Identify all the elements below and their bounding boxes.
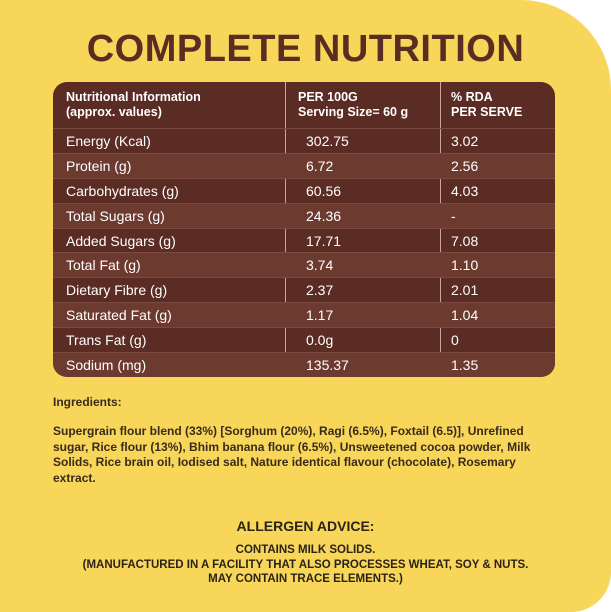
rda-value: 2.01 <box>451 282 479 299</box>
table-row: Dietary Fibre (g) 2.37 2.01 <box>53 277 555 302</box>
per-100g-value: 302.75 <box>306 133 349 149</box>
rda-value: 1.10 <box>451 257 479 274</box>
header-col2-line1: PER 100G <box>298 90 358 104</box>
per-100g-value: 0.0g <box>306 332 334 349</box>
table-header: Nutritional Information (approx. values)… <box>53 82 555 128</box>
table-row: Energy (Kcal) 302.75 3.02 <box>53 128 555 153</box>
table-row: Total Sugars (g) 24.36 - <box>53 202 555 228</box>
rda-value: - <box>451 207 456 224</box>
table-row: Carbohydrates (g) 60.56 4.03 <box>53 177 555 203</box>
header-nutritional-info: Nutritional Information (approx. values) <box>66 90 201 120</box>
rda-value: 1.35 <box>451 357 479 374</box>
per-100g-value: 6.72 <box>306 157 334 174</box>
table-row: Added Sugars (g) 17.71 7.08 <box>53 227 555 253</box>
rda-value: 2.56 <box>451 157 479 174</box>
nutrient-name: Carbohydrates (g) <box>66 182 179 199</box>
rda-value: 1.04 <box>451 307 479 324</box>
rda-value: 7.08 <box>451 232 479 249</box>
per-100g-value: 135.37 <box>306 357 349 374</box>
nutrient-name: Total Sugars (g) <box>66 207 165 224</box>
nutrient-name: Saturated Fat (g) <box>66 307 172 324</box>
allergen-line1: CONTAINS MILK SOLIDS. <box>235 544 376 556</box>
header-col1-line2: (approx. values) <box>66 105 162 119</box>
table-row: Sodium (mg) 135.37 1.35 <box>53 352 555 377</box>
rda-value: 0 <box>451 332 459 349</box>
header-rda: % RDA PER SERVE <box>451 90 522 120</box>
column-divider <box>440 82 441 377</box>
header-per-100g: PER 100G Serving Size= 60 g <box>298 90 408 120</box>
table-row: Trans Fat (g) 0.0g 0 <box>53 327 555 352</box>
per-100g-value: 2.37 <box>306 282 334 299</box>
per-100g-value: 60.56 <box>306 182 342 199</box>
nutrient-name: Total Fat (g) <box>66 257 141 274</box>
page-title: COMPLETE NUTRITION <box>86 28 525 70</box>
ingredients-heading: Ingredients: <box>53 395 122 409</box>
table-row: Protein (g) 6.72 2.56 <box>53 152 555 178</box>
nutrient-name: Sodium (mg) <box>66 357 147 374</box>
per-100g-value: 17.71 <box>306 232 342 249</box>
table-body: Energy (Kcal) 302.75 3.02 Protein (g) 6.72 2.… <box>53 128 555 377</box>
header-col2-line2: Serving Size= 60 g <box>298 105 409 119</box>
nutrient-name: Energy (Kcal) <box>66 133 151 149</box>
header-col1-line1: Nutritional Information <box>66 90 201 104</box>
nutrition-table: Nutritional Information (approx. values)… <box>53 82 555 377</box>
per-100g-value: 1.17 <box>306 307 334 324</box>
per-100g-value: 3.74 <box>306 257 334 274</box>
nutrient-name: Trans Fat (g) <box>66 332 147 349</box>
allergen-text: CONTAINS MILK SOLIDS. (MANUFACTURED IN A… <box>0 543 611 587</box>
nutrient-name: Added Sugars (g) <box>66 232 176 249</box>
header-col3-line1: % RDA <box>451 90 493 104</box>
allergen-line3: MAY CONTAIN TRACE ELEMENTS.) <box>208 573 403 585</box>
ingredients-text: Supergrain flour blend (33%) [Sorghum (2… <box>53 424 531 485</box>
allergen-heading: ALLERGEN ADVICE: <box>236 518 375 534</box>
rda-value: 4.03 <box>451 182 479 199</box>
rda-value: 3.02 <box>451 133 479 149</box>
nutrient-name: Dietary Fibre (g) <box>66 282 168 299</box>
table-row: Total Fat (g) 3.74 1.10 <box>53 252 555 278</box>
column-divider <box>285 82 286 377</box>
allergen-line2: (MANUFACTURED IN A FACILITY THAT ALSO PR… <box>82 558 529 571</box>
table-row: Saturated Fat (g) 1.17 1.04 <box>53 302 555 328</box>
nutrient-name: Protein (g) <box>66 157 132 174</box>
per-100g-value: 24.36 <box>306 207 342 224</box>
header-col3-line2: PER SERVE <box>451 105 523 119</box>
